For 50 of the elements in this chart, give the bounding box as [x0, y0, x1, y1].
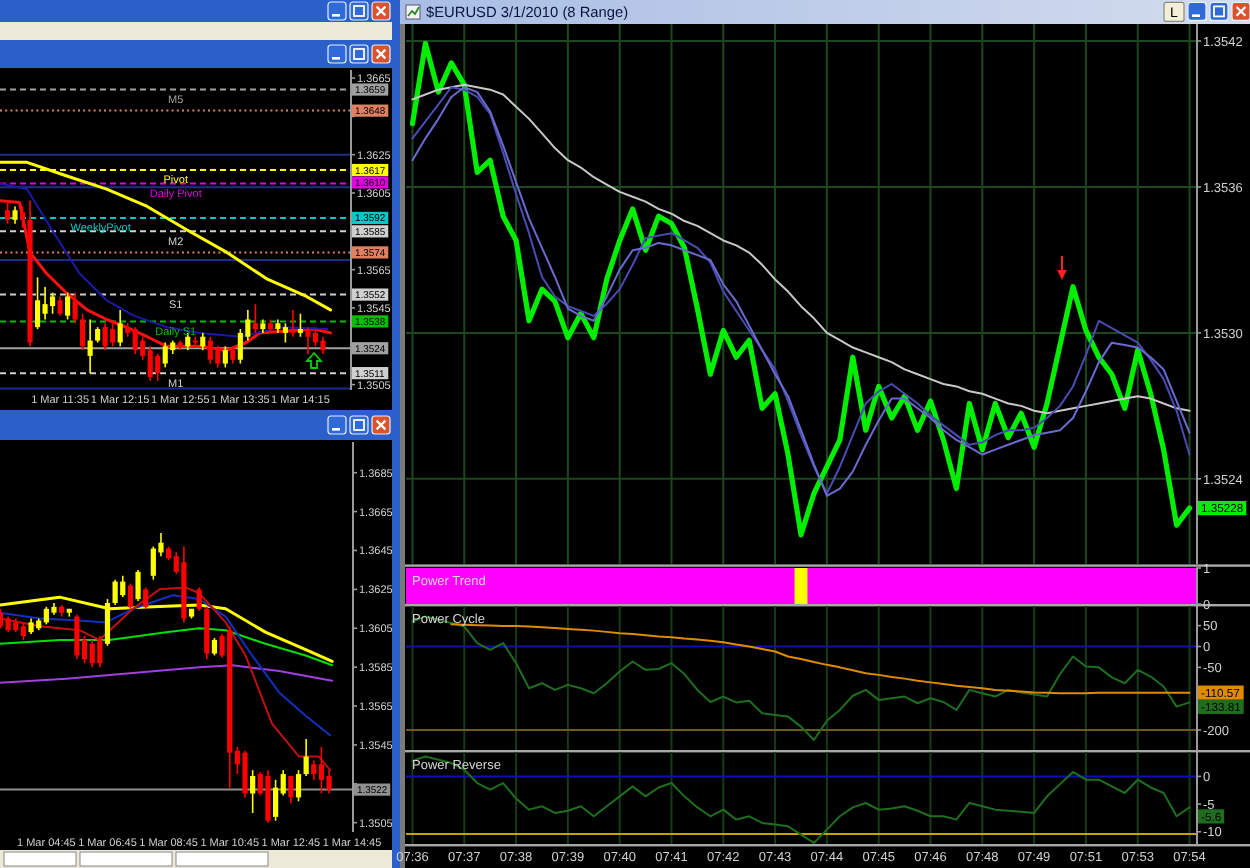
candlestick — [120, 574, 126, 598]
candlestick — [242, 749, 248, 799]
candlestick — [97, 635, 103, 668]
line-series — [409, 40, 1193, 538]
candlestick — [288, 775, 294, 805]
candlestick — [215, 345, 221, 369]
candlestick — [35, 276, 41, 330]
candlestick — [222, 345, 228, 369]
line-series — [411, 755, 1191, 844]
candlestick — [326, 769, 332, 795]
candlestick — [102, 322, 108, 351]
candlestick — [196, 586, 202, 612]
candlestick — [155, 353, 161, 382]
candlestick — [162, 341, 168, 369]
candlestick — [147, 345, 153, 382]
candlestick — [318, 746, 325, 795]
line-series — [450, 623, 1191, 695]
candlestick — [132, 326, 138, 355]
candlestick — [150, 545, 156, 581]
candlestick — [143, 586, 149, 610]
candlestick — [87, 318, 93, 374]
candlestick — [295, 769, 302, 803]
line-series — [411, 615, 1191, 741]
candlestick — [282, 322, 288, 344]
candlestick — [74, 613, 80, 661]
candlestick — [297, 312, 303, 338]
candlestick — [272, 779, 279, 822]
line-series — [411, 83, 1191, 415]
candlestick — [305, 326, 311, 355]
candlestick — [207, 335, 213, 365]
candlestick — [4, 201, 11, 225]
candlestick — [80, 312, 86, 351]
candlestick — [50, 291, 56, 315]
candlestick — [204, 606, 210, 661]
candlestick — [42, 286, 48, 321]
candlestick — [72, 291, 78, 325]
candlestick — [311, 759, 317, 781]
candlestick — [57, 295, 63, 317]
candlestick — [65, 291, 71, 321]
candlestick — [89, 639, 95, 668]
candlestick — [127, 582, 134, 610]
candlestick — [290, 309, 296, 338]
candlestick — [19, 205, 26, 229]
candlestick — [135, 569, 141, 602]
candlestick — [303, 738, 309, 777]
candlestick — [265, 769, 271, 824]
candlestick — [110, 322, 116, 348]
candlestick — [252, 303, 258, 334]
candlestick — [250, 769, 256, 814]
candlestick — [117, 309, 123, 348]
